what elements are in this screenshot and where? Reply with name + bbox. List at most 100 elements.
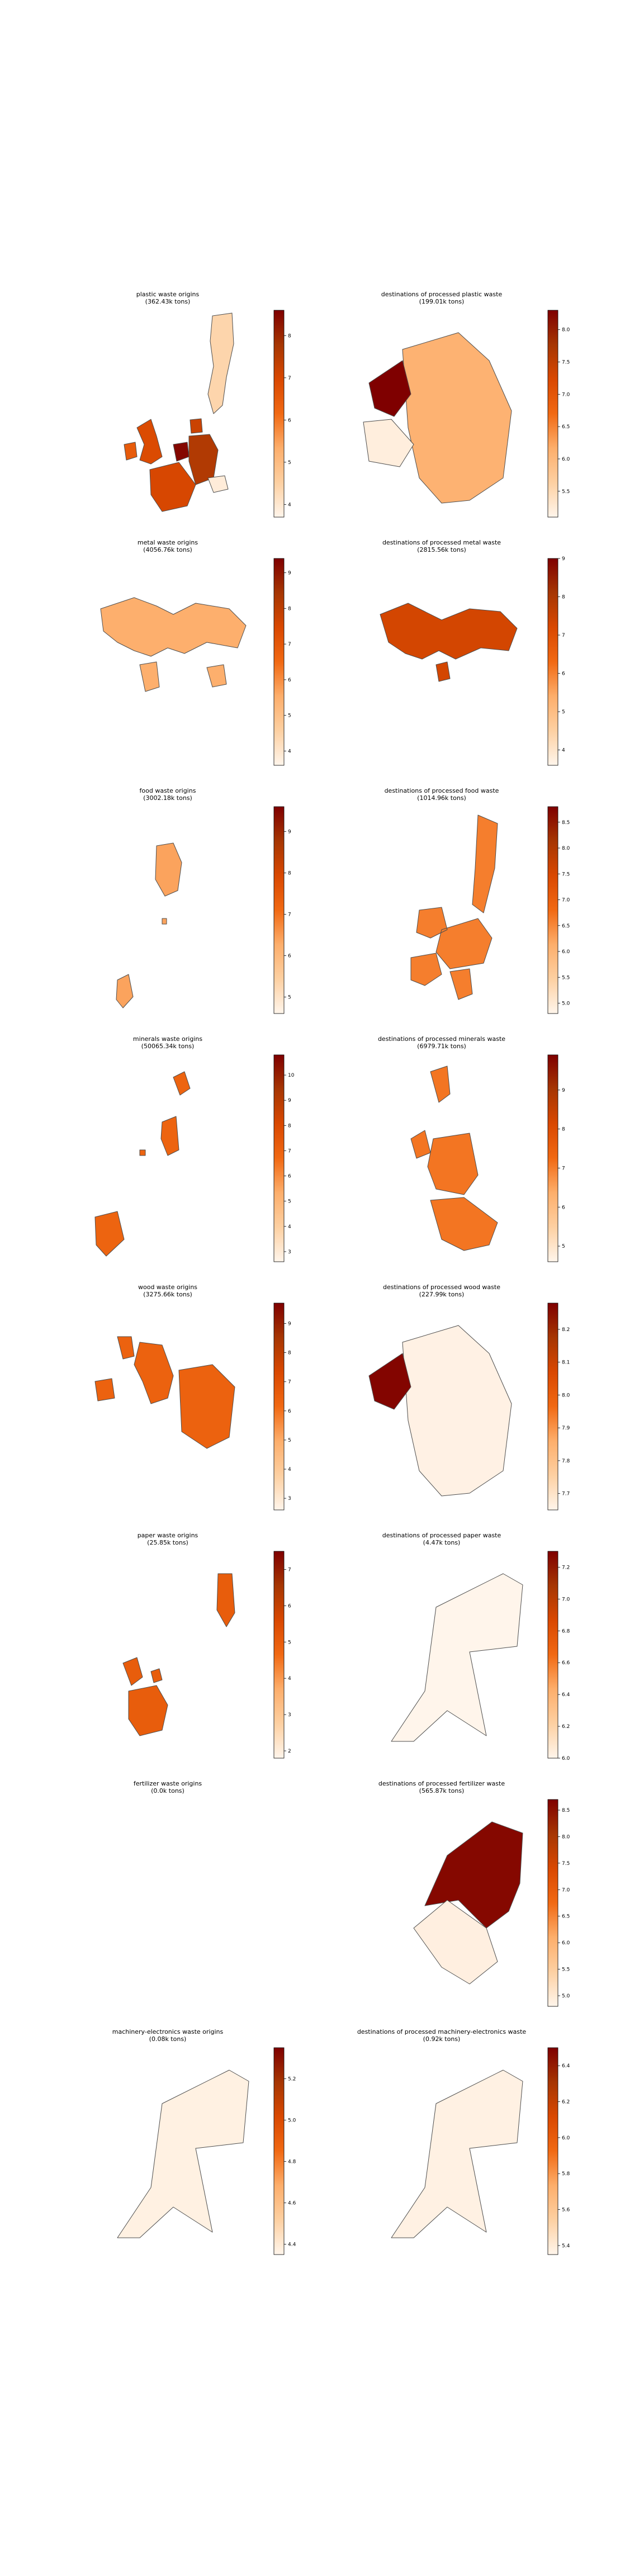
- colorbar-tick-label: 8: [562, 595, 565, 600]
- panel-title: destinations of processed paper waste: [382, 1532, 501, 1539]
- panel-title: destinations of processed minerals waste: [378, 1035, 505, 1043]
- colorbar: [273, 1054, 285, 1262]
- colorbar-tick-label: 5: [288, 460, 291, 466]
- colorbar-tick-label: 4.6: [288, 2201, 296, 2206]
- map-region-fert-light: [413, 1900, 498, 1985]
- map-area: [368, 1325, 512, 1497]
- colorbar-tick-label: 4.8: [288, 2160, 296, 2165]
- map-region-benelux: [173, 442, 190, 462]
- colorbar-tick-label: 6.2: [562, 1724, 570, 1730]
- colorbar-tick-label: 7.8: [562, 1459, 570, 1464]
- colorbar-tick-label: 8.1: [562, 1360, 570, 1366]
- colorbar-tick-label: 6.0: [562, 457, 570, 462]
- colorbar-tick-label: 8: [562, 1127, 565, 1133]
- colorbar-tick-label: 5: [288, 1640, 291, 1645]
- colorbar-tick-label: 6: [288, 678, 291, 683]
- panel-wood-origins: wood waste origins(3275.66k tons) 3 4 5 6 7 8 9: [94, 1284, 291, 1510]
- colorbar-tick-label: 9: [562, 556, 565, 562]
- colorbar-tick-label: 5.0: [562, 1001, 570, 1007]
- colorbar-tick-label: 6.4: [562, 1692, 570, 1698]
- colorbar-tick-label: 7.5: [562, 360, 570, 366]
- colorbar-tick-label: 9: [288, 829, 291, 835]
- colorbar-tick-label: 7.0: [562, 392, 570, 397]
- colorbar-tick-label: 5: [288, 995, 291, 1000]
- colorbar-tick-label: 8.0: [562, 328, 570, 333]
- map-area: [116, 842, 182, 1008]
- colorbar-tick-label: 8: [288, 333, 291, 339]
- panel-subtitle: (0.92k tons): [423, 2035, 461, 2043]
- panel-title: plastic waste origins: [136, 291, 200, 298]
- colorbar-tick-label: 5.5: [562, 1967, 570, 1973]
- colorbar-tick-label: 5: [562, 1244, 565, 1249]
- map-region-sparse-europe: [94, 1071, 191, 1257]
- colorbar-tick-label: 8.5: [562, 820, 570, 826]
- colorbar: [547, 2047, 558, 2255]
- colorbar-tick-label: 2: [288, 1749, 291, 1754]
- colorbar-tick-label: 10: [288, 1073, 295, 1078]
- panel-title: destinations of processed plastic waste: [381, 291, 503, 298]
- colorbar-tick-label: 6: [288, 1409, 291, 1414]
- panel-subtitle: (1014.96k tons): [417, 794, 466, 802]
- colorbar-tick-label: 4: [288, 502, 291, 508]
- panel-subtitle: (2815.56k tons): [417, 546, 466, 553]
- colorbar-tick-label: 5: [288, 713, 291, 719]
- colorbar-tick-label: 4: [288, 1467, 291, 1472]
- colorbar-tick-label: 7.0: [562, 1887, 570, 1893]
- colorbar-tick-label: 6.5: [562, 424, 570, 430]
- colorbar-tick-label: 6.0: [562, 2135, 570, 2141]
- colorbar-tick-label: 7.5: [562, 872, 570, 877]
- panel-machinery-origins: machinery-electronics waste origins(0.08…: [112, 2028, 296, 2255]
- map-region-poland: [207, 475, 229, 493]
- map-area: [380, 603, 518, 682]
- panel-fertilizer-origins: fertilizer waste origins(0.0k tons): [134, 1780, 202, 1794]
- map-region-full-europe: [410, 815, 498, 1000]
- map-area: [124, 312, 234, 512]
- panel-metal-origins: metal waste origins(4056.76k tons) 4 5 6 7 8 9: [100, 539, 291, 766]
- map-region-wide-europe: [100, 597, 247, 692]
- colorbar-tick-label: 8.5: [562, 1808, 570, 1813]
- map-region-germany-big: [402, 1325, 512, 1497]
- panel-metal-dest: destinations of processed metal waste(28…: [380, 539, 565, 766]
- panel-subtitle: (3275.66k tons): [143, 1291, 192, 1298]
- map-region-small-europe: [116, 842, 182, 1008]
- panel-title: metal waste origins: [138, 539, 198, 546]
- panel-title: destinations of processed wood waste: [383, 1284, 500, 1291]
- colorbar-tick-label: 6: [288, 1174, 291, 1180]
- colorbar: [547, 558, 558, 766]
- colorbar-tick-label: 8: [288, 1123, 291, 1129]
- colorbar-tick-label: 6: [288, 953, 291, 959]
- panel-subtitle: (6979.71k tons): [417, 1043, 466, 1050]
- map-area: [100, 597, 247, 692]
- panel-title: destinations of processed metal waste: [382, 539, 501, 546]
- colorbar-tick-label: 9: [288, 1098, 291, 1104]
- panel-machinery-dest: destinations of processed machinery-elec…: [357, 2028, 570, 2255]
- panel-title: food waste origins: [140, 787, 196, 794]
- colorbar-tick-label: 6: [562, 1205, 565, 1210]
- panel-title: destinations of processed fertilizer was…: [378, 1780, 505, 1787]
- colorbar-tick-label: 6.5: [562, 1914, 570, 1920]
- map-area: [117, 2070, 249, 2238]
- colorbar-tick-label: 4: [288, 1224, 291, 1230]
- panel-minerals-dest: destinations of processed minerals waste…: [378, 1035, 565, 1262]
- map-region-central-europe: [410, 1066, 498, 1251]
- colorbar: [273, 1303, 285, 1510]
- colorbar-tick-label: 6.2: [562, 2100, 570, 2105]
- colorbar-tick-label: 4.4: [288, 2242, 296, 2248]
- map-area: [391, 2070, 523, 2238]
- colorbar-tick-label: 7: [288, 1567, 291, 1573]
- colorbar-tick-label: 6: [288, 418, 291, 423]
- colorbar-tick-label: 7: [288, 376, 291, 381]
- map-area: [94, 1336, 235, 1449]
- panel-subtitle: (4.47k tons): [423, 1539, 461, 1546]
- colorbar-tick-label: 5.5: [562, 489, 570, 495]
- panel-subtitle: (4056.76k tons): [143, 546, 192, 553]
- colorbar: [273, 2047, 285, 2255]
- colorbar-tick-label: 3: [288, 1712, 291, 1718]
- panel-paper-origins: paper waste origins(25.85k tons) 2 3 4 5 6 7: [122, 1532, 291, 1759]
- map-area: [94, 1071, 191, 1257]
- panel-title: destinations of processed food waste: [385, 787, 499, 794]
- map-region-scandinavia: [207, 312, 234, 414]
- colorbar-tick-label: 7.7: [562, 1491, 570, 1497]
- colorbar-tick-label: 7: [562, 633, 565, 638]
- map-region-nl-big: [368, 1353, 411, 1410]
